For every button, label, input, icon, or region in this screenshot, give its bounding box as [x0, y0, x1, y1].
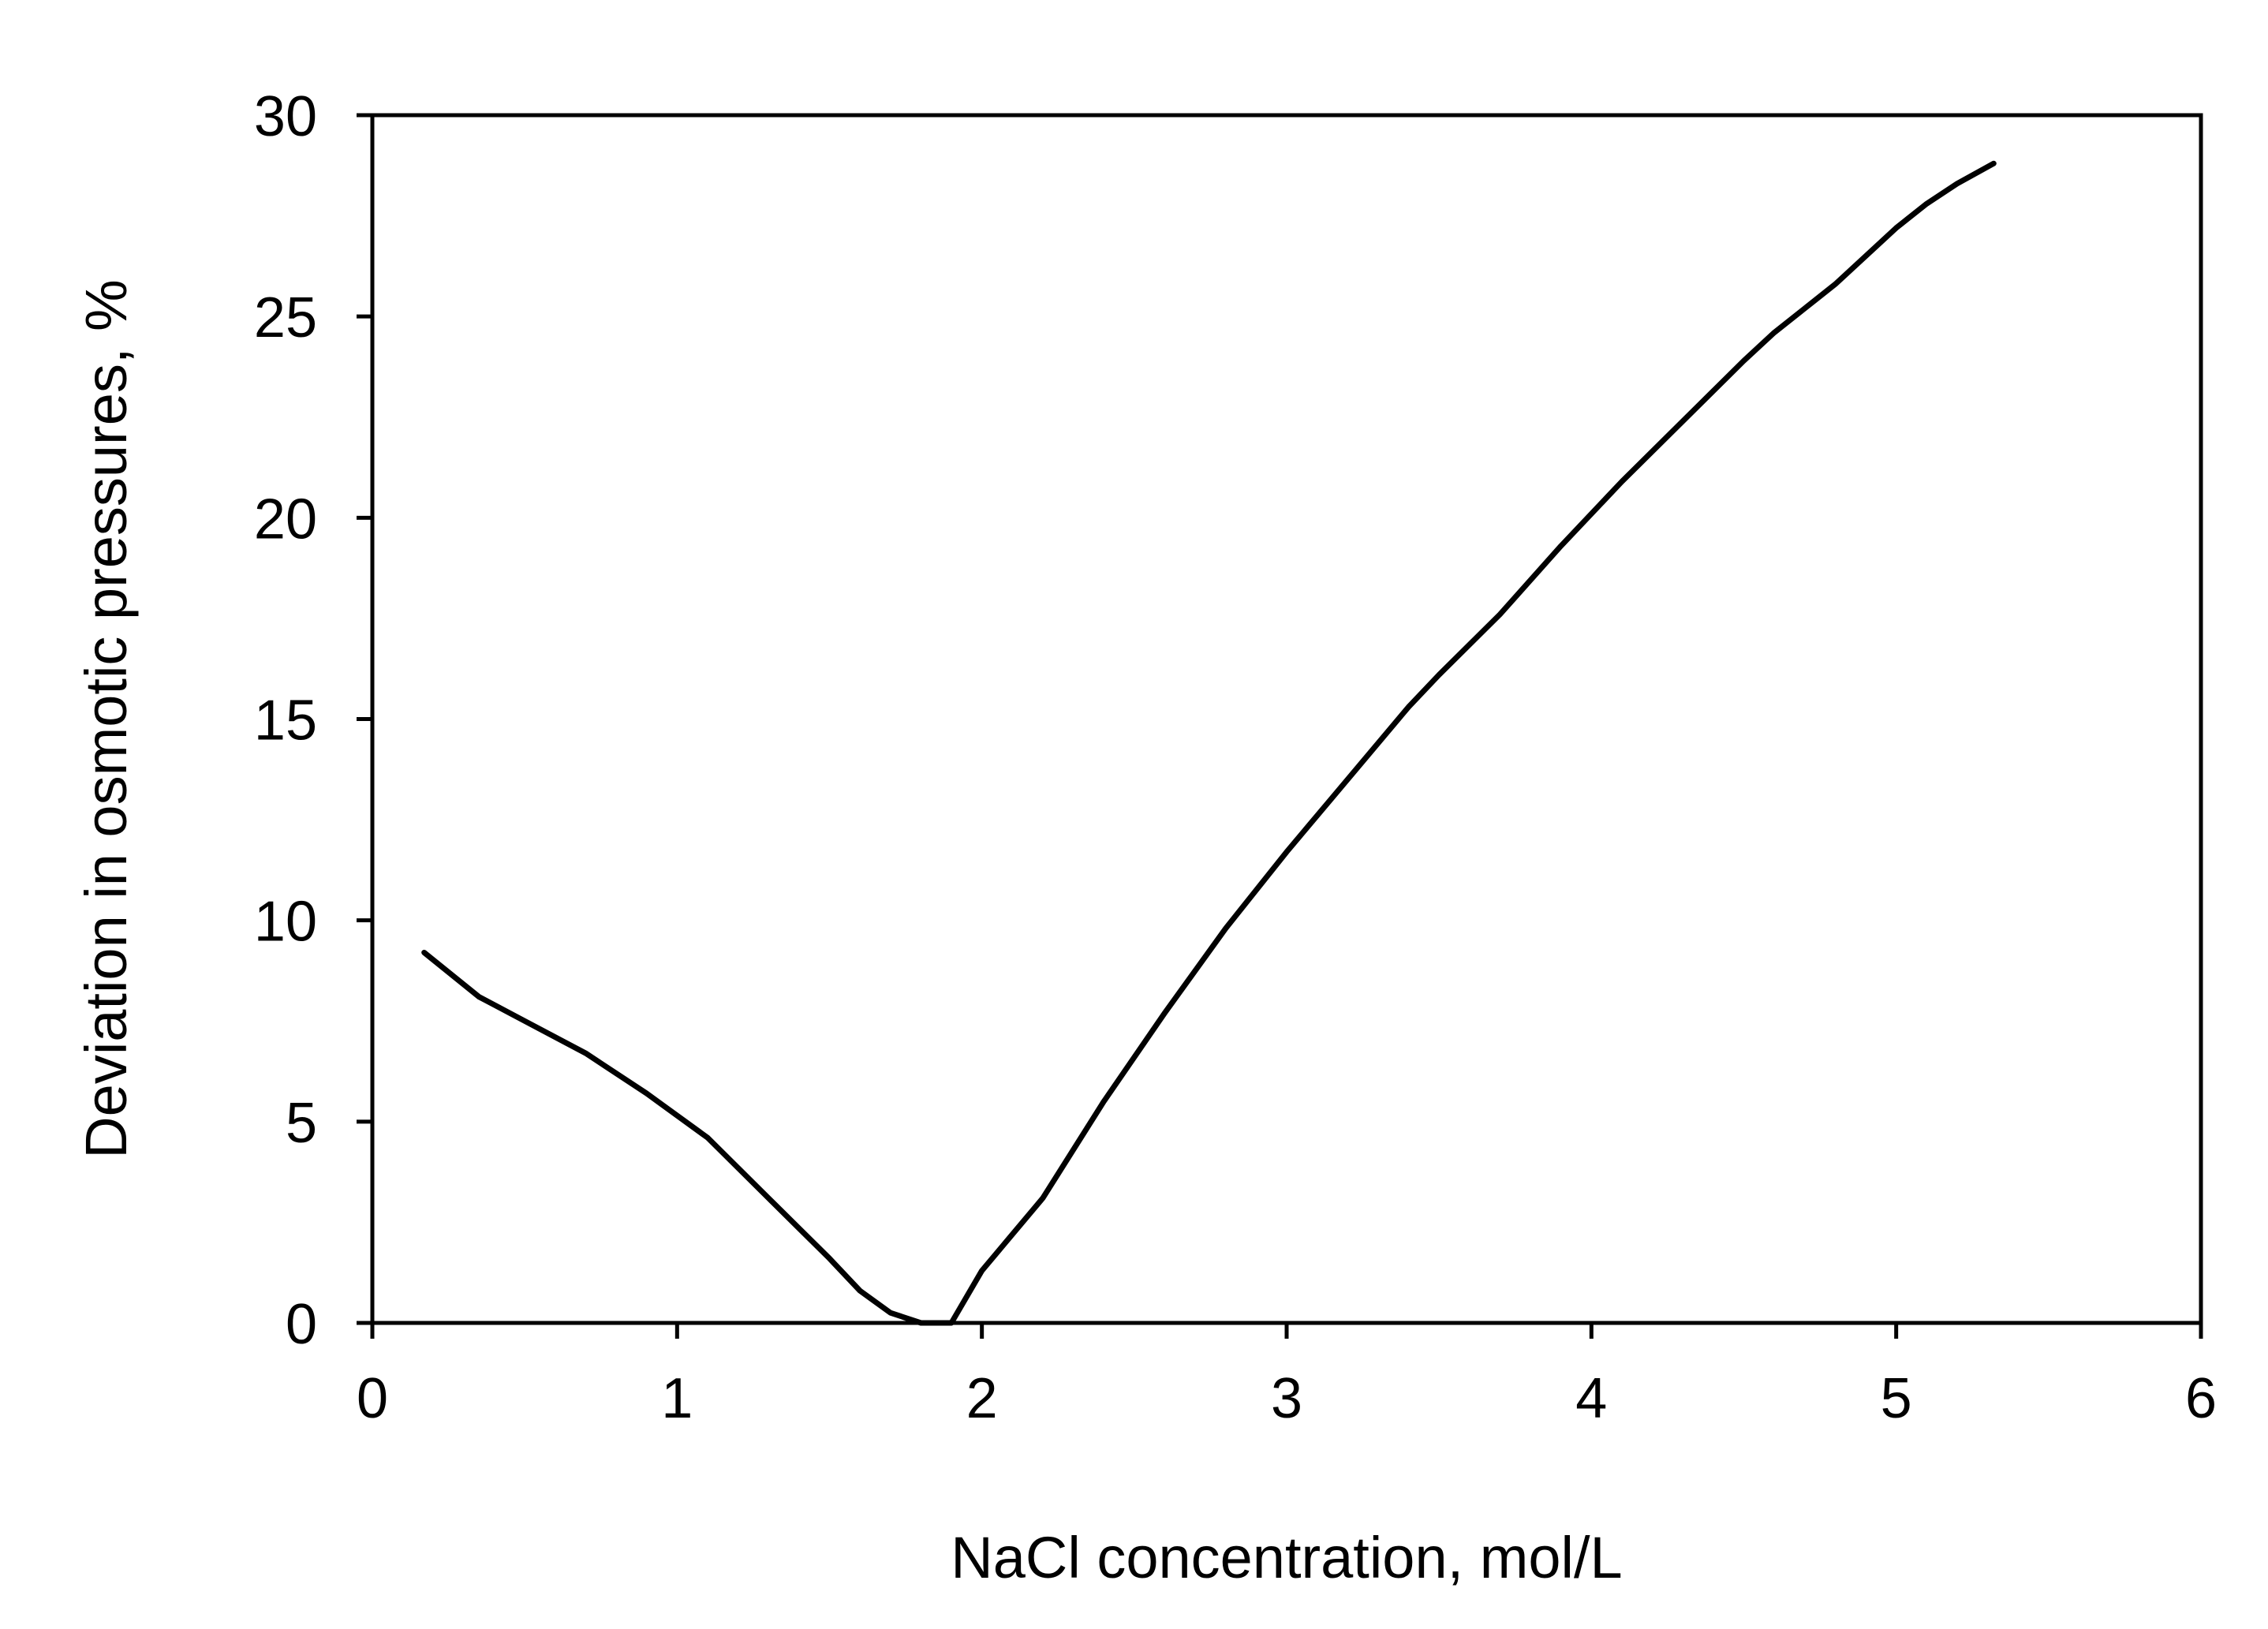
y-axis-tick-labels: 0 5 10 15 20 25 30 — [254, 85, 317, 1356]
y-tick-label: 20 — [254, 488, 317, 551]
y-tick-label: 15 — [254, 689, 317, 753]
y-tick-label: 0 — [286, 1293, 317, 1356]
y-tick-label: 30 — [254, 85, 317, 148]
x-tick-label: 3 — [1271, 1367, 1302, 1430]
x-tick-label: 5 — [1881, 1367, 1912, 1430]
series-layer — [421, 160, 1997, 1326]
x-axis-label: NaCl concentration, mol/L — [951, 1525, 1622, 1590]
y-tick-label: 5 — [286, 1092, 317, 1155]
x-tick-label: 1 — [661, 1367, 693, 1430]
x-tick-label: 4 — [1575, 1367, 1607, 1430]
y-axis-label: Deviation in osmotic pressures, % — [73, 279, 139, 1159]
y-axis-ticks — [357, 113, 372, 1325]
x-tick-label: 0 — [357, 1367, 388, 1430]
y-tick-label: 10 — [254, 891, 317, 954]
x-axis-ticks — [370, 1323, 2203, 1339]
x-tick-label: 2 — [966, 1367, 998, 1430]
x-tick-label: 6 — [2185, 1367, 2217, 1430]
y-tick-label: 25 — [254, 286, 317, 349]
series-line — [421, 160, 1997, 1326]
x-axis-tick-labels: 0 1 2 3 4 5 6 — [357, 1367, 2217, 1430]
